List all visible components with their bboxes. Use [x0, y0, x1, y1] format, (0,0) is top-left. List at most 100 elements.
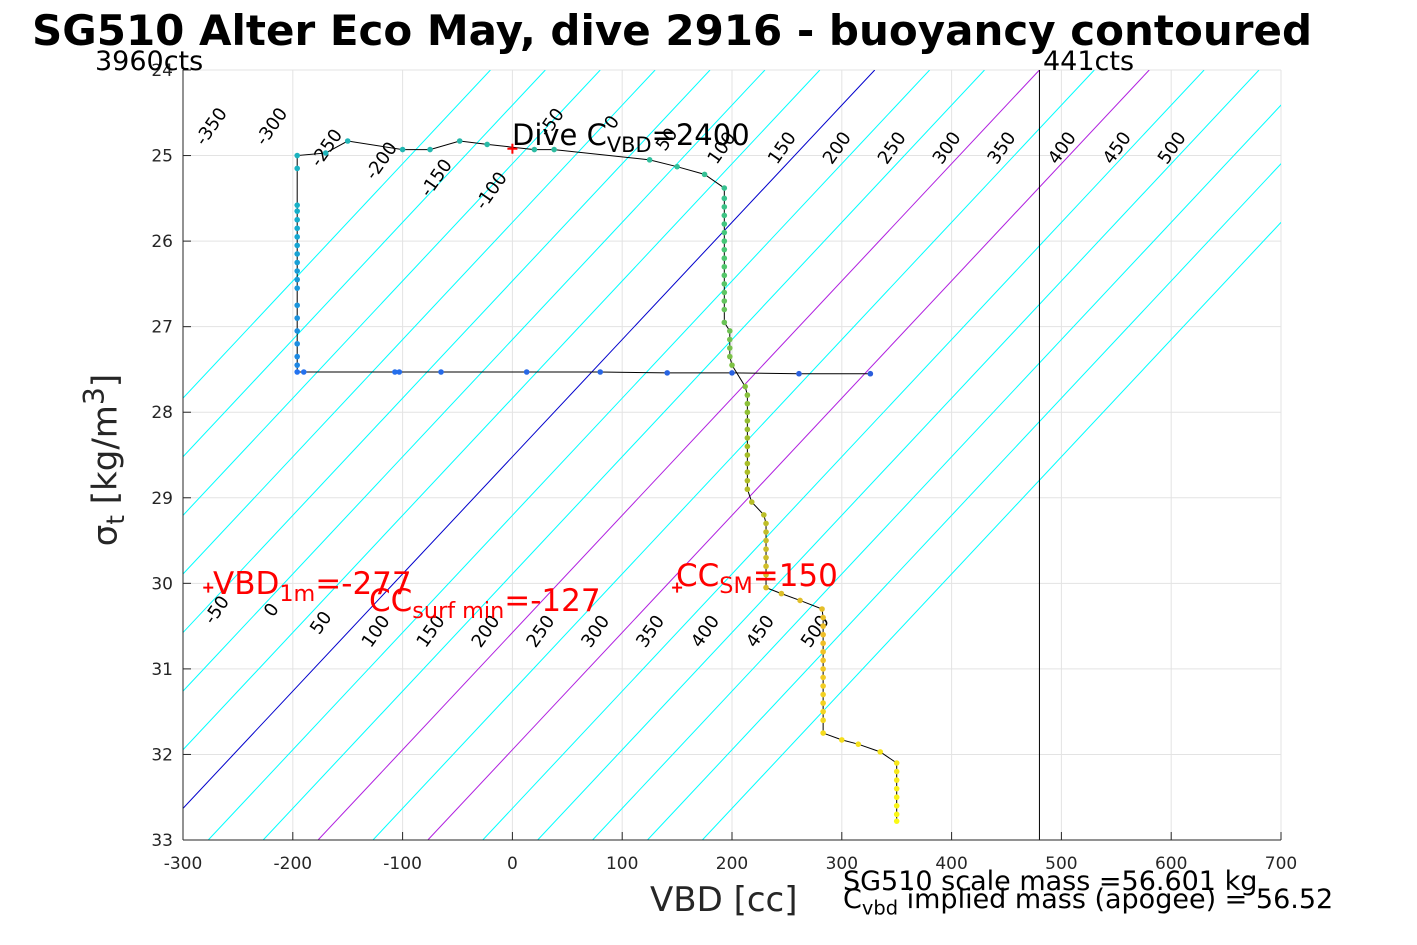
data-point	[597, 369, 604, 375]
data-point	[484, 141, 490, 148]
data-point	[796, 370, 802, 377]
y-tick-label: 32	[151, 745, 173, 765]
data-point	[820, 640, 826, 647]
data-point	[820, 708, 826, 715]
data-point	[721, 306, 728, 313]
data-point	[294, 242, 300, 249]
dive-c-vbd-label: Dive CVBD=2400	[512, 118, 750, 157]
contour-label: 200	[819, 128, 856, 168]
data-point	[855, 741, 862, 747]
marker-plus	[672, 582, 683, 593]
y-tick-label: 33	[151, 831, 173, 851]
data-point	[820, 648, 826, 655]
data-point	[820, 631, 826, 638]
data-point	[300, 369, 307, 375]
data-point	[763, 563, 769, 570]
contour-line	[317, 70, 1040, 840]
data-point	[344, 138, 351, 144]
contour-label: 50	[306, 608, 336, 639]
data-point	[294, 328, 300, 334]
data-point	[744, 460, 751, 467]
x-tick-label: 0	[507, 854, 518, 874]
contour-line	[183, 70, 491, 399]
y-tick-label: 28	[151, 403, 173, 423]
contour-label: 500	[1154, 128, 1191, 168]
data-point	[763, 529, 769, 535]
data-point	[820, 683, 826, 689]
y-axis-label: σt [kg/m3]	[77, 373, 131, 547]
implied-mass-note: Cvbd implied mass (apogee) = 56.52	[843, 884, 1334, 920]
data-point	[820, 717, 826, 724]
data-point	[867, 370, 874, 377]
contour-line	[372, 70, 1095, 840]
data-point	[727, 328, 733, 334]
data-point	[721, 212, 728, 219]
scale-mass-note: SG510 scale mass =56.601 kg	[843, 866, 1258, 897]
data-point	[727, 336, 733, 343]
data-point	[294, 302, 300, 309]
y-tick-label: 30	[151, 574, 173, 594]
data-point	[294, 234, 300, 240]
contour-line	[207, 70, 931, 840]
data-point	[893, 785, 900, 792]
vbd-1m-label: VBD1m=-277	[213, 566, 412, 608]
contour-line	[592, 104, 1281, 840]
data-point	[893, 818, 900, 824]
contour-label: 350	[632, 611, 669, 651]
data-point	[763, 584, 769, 591]
data-point	[820, 674, 826, 681]
data-point	[294, 152, 300, 159]
data-point	[294, 315, 300, 321]
contour-label: -350	[191, 104, 232, 150]
marker-plus	[203, 582, 214, 593]
data-point	[763, 554, 769, 561]
contour-label: 450	[742, 611, 779, 651]
x-tick-label: 500	[1045, 854, 1077, 874]
x-tick-label: -300	[164, 854, 203, 874]
data-point	[820, 623, 826, 629]
data-point	[294, 202, 300, 208]
data-point	[761, 512, 767, 518]
contour-label: -100	[471, 168, 512, 214]
data-point	[427, 146, 433, 153]
data-point	[294, 353, 300, 360]
data-point	[820, 666, 826, 672]
x-axis-label: VBD [cc]	[650, 880, 798, 920]
data-point	[392, 369, 398, 375]
data-point	[721, 319, 728, 326]
data-point	[721, 238, 728, 244]
data-point	[797, 597, 803, 604]
y-tick-label: 31	[151, 660, 173, 680]
data-point	[456, 138, 463, 144]
data-point	[294, 165, 300, 172]
contour-line	[701, 221, 1281, 840]
data-point	[294, 285, 300, 291]
contour-label: 350	[984, 128, 1021, 168]
data-point	[744, 409, 751, 416]
x-tick-label: 700	[1265, 854, 1297, 874]
data-point	[721, 298, 728, 304]
dive-track-line	[296, 140, 898, 822]
contour-label: 400	[1044, 128, 1081, 168]
contour-label: -200	[361, 138, 402, 184]
data-point	[744, 469, 751, 475]
data-point	[727, 345, 733, 351]
grid-lines	[182, 69, 1282, 841]
data-point	[721, 289, 728, 296]
data-point	[551, 146, 557, 153]
data-point	[819, 606, 825, 612]
data-point	[721, 255, 728, 262]
data-point	[744, 435, 751, 441]
contour-line	[183, 70, 546, 458]
cc-sm-label: CCSM=150	[676, 558, 838, 600]
data-point	[294, 225, 300, 232]
chart-title: SG510 Alter Eco May, dive 2916 - buoyanc…	[32, 6, 1313, 55]
data-point	[721, 221, 728, 227]
data-point	[744, 426, 751, 433]
x-tick-label: 100	[606, 854, 638, 874]
data-point	[721, 272, 728, 279]
data-point	[294, 268, 300, 274]
data-point	[820, 614, 826, 621]
data-point	[701, 171, 708, 178]
